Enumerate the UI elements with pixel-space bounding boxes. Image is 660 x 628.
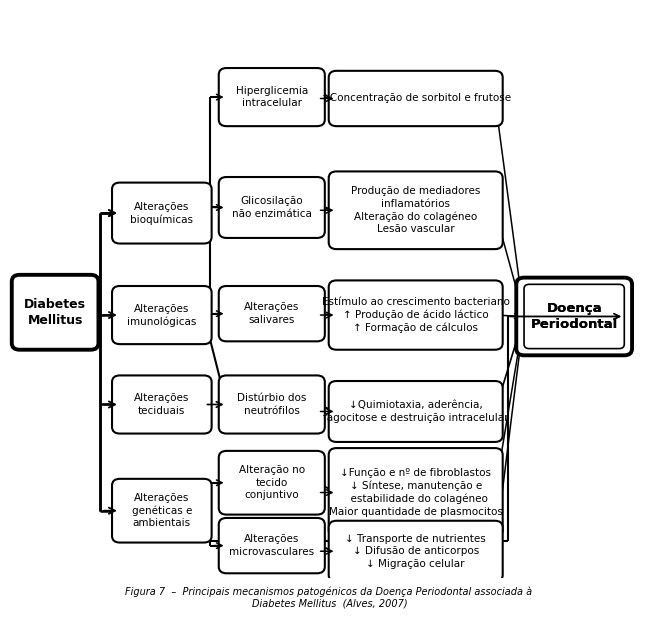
FancyBboxPatch shape bbox=[218, 286, 325, 342]
FancyBboxPatch shape bbox=[329, 448, 503, 537]
FancyBboxPatch shape bbox=[329, 71, 503, 126]
Text: Alterações
genéticas e
ambientais: Alterações genéticas e ambientais bbox=[131, 493, 192, 528]
FancyBboxPatch shape bbox=[112, 376, 212, 433]
Text: Hiperglicemia
intracelular: Hiperglicemia intracelular bbox=[236, 86, 308, 108]
Text: Alterações
imunológicas: Alterações imunológicas bbox=[127, 303, 197, 327]
Text: ↓Quimiotaxia, aderência,
fagocitose e destruição intracelular: ↓Quimiotaxia, aderência, fagocitose e de… bbox=[323, 400, 508, 423]
FancyBboxPatch shape bbox=[329, 171, 503, 249]
FancyBboxPatch shape bbox=[218, 376, 325, 433]
Text: Alterações
bioquímicas: Alterações bioquímicas bbox=[130, 202, 193, 225]
Text: Doença
Periodontal: Doença Periodontal bbox=[531, 302, 618, 331]
FancyBboxPatch shape bbox=[524, 284, 624, 349]
FancyBboxPatch shape bbox=[218, 451, 325, 514]
FancyBboxPatch shape bbox=[218, 68, 325, 126]
Text: Alteração no
tecido
conjuntivo: Alteração no tecido conjuntivo bbox=[239, 465, 305, 500]
Text: ↓ Transporte de nutrientes
↓ Difusão de anticorpos
↓ Migração celular: ↓ Transporte de nutrientes ↓ Difusão de … bbox=[345, 534, 486, 568]
FancyBboxPatch shape bbox=[112, 183, 212, 244]
Text: Diabetes
Mellitus: Diabetes Mellitus bbox=[24, 298, 86, 327]
Text: ↑Concentração de sorbitol e frutose: ↑Concentração de sorbitol e frutose bbox=[321, 94, 511, 104]
FancyBboxPatch shape bbox=[329, 381, 503, 442]
FancyBboxPatch shape bbox=[112, 286, 212, 344]
FancyBboxPatch shape bbox=[218, 177, 325, 238]
Text: Distúrbio dos
neutrófilos: Distúrbio dos neutrófilos bbox=[237, 393, 306, 416]
FancyBboxPatch shape bbox=[218, 518, 325, 573]
Text: Glicosilação
não enzimática: Glicosilação não enzimática bbox=[232, 197, 312, 219]
FancyBboxPatch shape bbox=[112, 479, 212, 543]
Text: Doença
Periodontal: Doença Periodontal bbox=[531, 302, 618, 331]
Text: Alterações
teciduais: Alterações teciduais bbox=[134, 393, 189, 416]
Text: Figura 7  –  Principais mecanismos patogénicos da Doença Periodontal associada à: Figura 7 – Principais mecanismos patogén… bbox=[125, 586, 535, 609]
FancyBboxPatch shape bbox=[329, 521, 503, 582]
Text: Alterações
salivares: Alterações salivares bbox=[244, 303, 300, 325]
FancyBboxPatch shape bbox=[12, 275, 98, 350]
FancyBboxPatch shape bbox=[329, 281, 503, 350]
Text: Alterações
microvasculares: Alterações microvasculares bbox=[229, 534, 314, 557]
Text: ↓Função e nº de fibroblastos
↓ Síntese, manutenção e
  estabilidade do colagéneo: ↓Função e nº de fibroblastos ↓ Síntese, … bbox=[329, 468, 503, 517]
Text: Estímulo ao crescimento bacteriano
↑ Produção de ácido láctico
↑ Formação de cál: Estímulo ao crescimento bacteriano ↑ Pro… bbox=[322, 297, 510, 333]
Text: Produção de mediadores
inflamatórios
Alteração do colagéneo
Lesão vascular: Produção de mediadores inflamatórios Alt… bbox=[351, 187, 480, 234]
FancyBboxPatch shape bbox=[516, 278, 632, 355]
